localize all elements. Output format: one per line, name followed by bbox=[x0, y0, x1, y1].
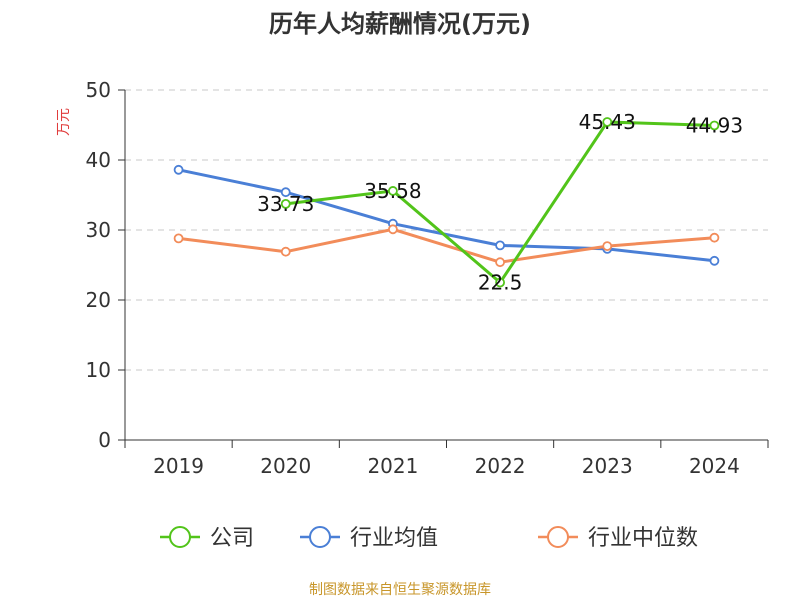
legend-item: 公司 bbox=[160, 526, 254, 551]
y-axis-label: 万元 bbox=[56, 108, 72, 136]
y-tick-label: 30 bbox=[86, 218, 111, 242]
x-tick-label: 2020 bbox=[260, 454, 311, 478]
legend: 公司 行业均值 行业中位数 bbox=[160, 526, 698, 551]
legend-item: 行业均值 bbox=[300, 526, 438, 551]
y-tick-label: 20 bbox=[86, 288, 111, 312]
data-label: 35.58 bbox=[364, 179, 421, 203]
series-line bbox=[178, 227, 715, 264]
axes: 0 10 20 30 40 50 2019 2020 2021 2022 2023 2024 bbox=[86, 78, 769, 478]
x-tick-label: 2024 bbox=[689, 454, 740, 478]
grid-lines bbox=[125, 89, 768, 371]
y-tick-label: 40 bbox=[86, 148, 111, 172]
y-tick-label: 50 bbox=[86, 78, 111, 102]
legend-marker bbox=[169, 526, 191, 548]
data-label: 45.43 bbox=[579, 110, 636, 134]
series-layer bbox=[173, 117, 720, 288]
data-label: 22.5 bbox=[478, 271, 523, 295]
x-tick-label: 2023 bbox=[582, 454, 633, 478]
x-tick-label: 2019 bbox=[153, 454, 204, 478]
data-label: 44.93 bbox=[686, 113, 743, 137]
series-0 bbox=[280, 117, 720, 288]
data-point bbox=[495, 257, 505, 268]
legend-label: 行业中位数 bbox=[588, 526, 698, 551]
data-point bbox=[388, 186, 398, 196]
x-tick-label: 2022 bbox=[475, 454, 526, 478]
data-point bbox=[495, 240, 505, 251]
data-point bbox=[709, 120, 720, 131]
series-2 bbox=[173, 224, 720, 268]
data-point bbox=[602, 117, 613, 127]
data-point bbox=[709, 232, 720, 243]
data-point bbox=[709, 255, 720, 266]
series-line bbox=[178, 168, 715, 263]
chart-title: 历年人均薪酬情况(万元) bbox=[269, 10, 531, 38]
data-point bbox=[280, 198, 291, 209]
source-note: 制图数据来自恒生聚源数据库 bbox=[309, 582, 491, 598]
data-point bbox=[173, 164, 184, 175]
data-point bbox=[280, 246, 291, 257]
y-tick-label: 0 bbox=[98, 428, 111, 452]
data-point bbox=[173, 233, 184, 244]
legend-marker bbox=[547, 526, 569, 548]
legend-marker bbox=[309, 526, 331, 548]
data-point bbox=[388, 224, 398, 235]
legend-label: 公司 bbox=[210, 526, 254, 551]
data-point bbox=[495, 277, 505, 288]
y-tick-label: 10 bbox=[86, 358, 111, 382]
data-point bbox=[280, 187, 291, 198]
x-tick-label: 2021 bbox=[367, 454, 418, 478]
legend-label: 行业均值 bbox=[350, 526, 438, 551]
legend-item: 行业中位数 bbox=[538, 526, 698, 551]
data-label: 33.73 bbox=[257, 192, 314, 216]
data-point bbox=[602, 241, 613, 252]
data-labels: 33.73 35.58 22.5 45.43 44.93 bbox=[257, 110, 743, 295]
